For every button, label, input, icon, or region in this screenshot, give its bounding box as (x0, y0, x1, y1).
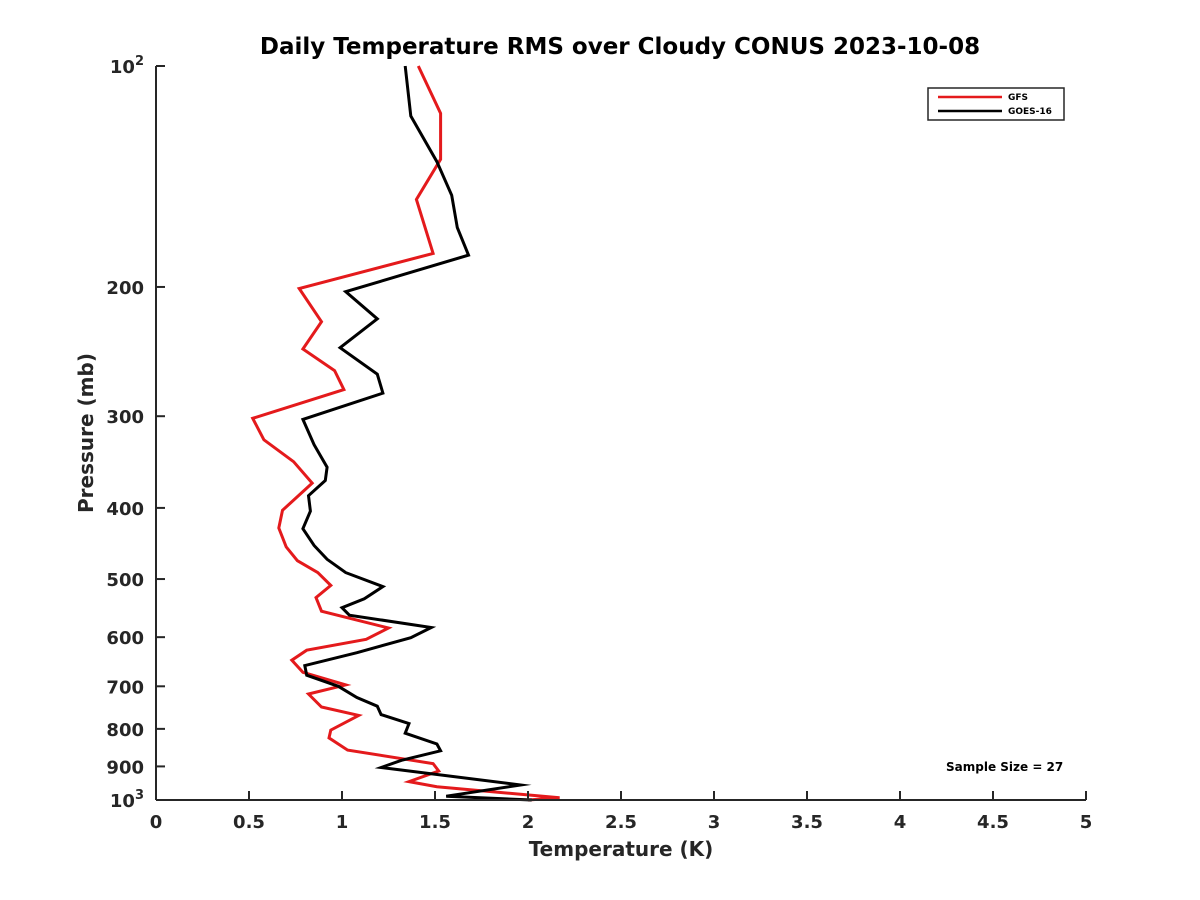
x-axis-ticks: 0 0.5 1 1.5 2 2.5 3 3.5 4 4.5 5 (150, 791, 1093, 833)
plot-area: 0 0.5 1 1.5 2 2.5 3 3.5 4 4.5 5 102 200 300 400 500 600… (106, 54, 1092, 833)
x-tick-label: 1 (336, 812, 349, 833)
y-tick-label: 600 (106, 628, 144, 649)
legend-box (927, 87, 1065, 121)
x-tick-label: 4.5 (977, 812, 1009, 833)
series-layer (250, 65, 560, 802)
x-tick-label: 3.5 (791, 812, 823, 833)
y-tick-label: 103 (110, 788, 144, 812)
y-tick-label: 400 (106, 499, 144, 520)
y-tick-label: 102 (110, 54, 144, 78)
x-axis-label: Temperature (K) (529, 837, 714, 861)
y-axis-ticks: 102 200 300 400 500 600 700 800 900 103 (106, 54, 165, 812)
sample-size-annotation: Sample Size = 27 (946, 760, 1063, 774)
chart-title: Daily Temperature RMS over Cloudy CONUS … (260, 34, 980, 60)
y-tick-label: 500 (106, 570, 144, 591)
x-tick-label: 5 (1080, 812, 1093, 833)
x-tick-label: 1.5 (419, 812, 451, 833)
y-tick-label: 700 (106, 677, 144, 698)
y-axis-label: Pressure (mb) (74, 353, 98, 513)
x-tick-label: 0.5 (233, 812, 265, 833)
legend-label-goes16: GOES-16 (1008, 107, 1052, 117)
series-line-goes16 (300, 65, 532, 802)
x-tick-label: 4 (894, 812, 907, 833)
y-tick-label: 200 (106, 278, 144, 299)
legend: GFS GOES-16 (927, 87, 1065, 121)
x-tick-label: 3 (708, 812, 721, 833)
y-tick-label: 900 (106, 757, 144, 778)
series-line-gfs (250, 65, 560, 802)
x-tick-label: 2.5 (605, 812, 637, 833)
y-tick-label: 300 (106, 407, 144, 428)
y-tick-label: 800 (106, 720, 144, 741)
x-tick-label: 2 (522, 812, 535, 833)
x-tick-label: 0 (150, 812, 163, 833)
legend-label-gfs: GFS (1008, 93, 1028, 103)
